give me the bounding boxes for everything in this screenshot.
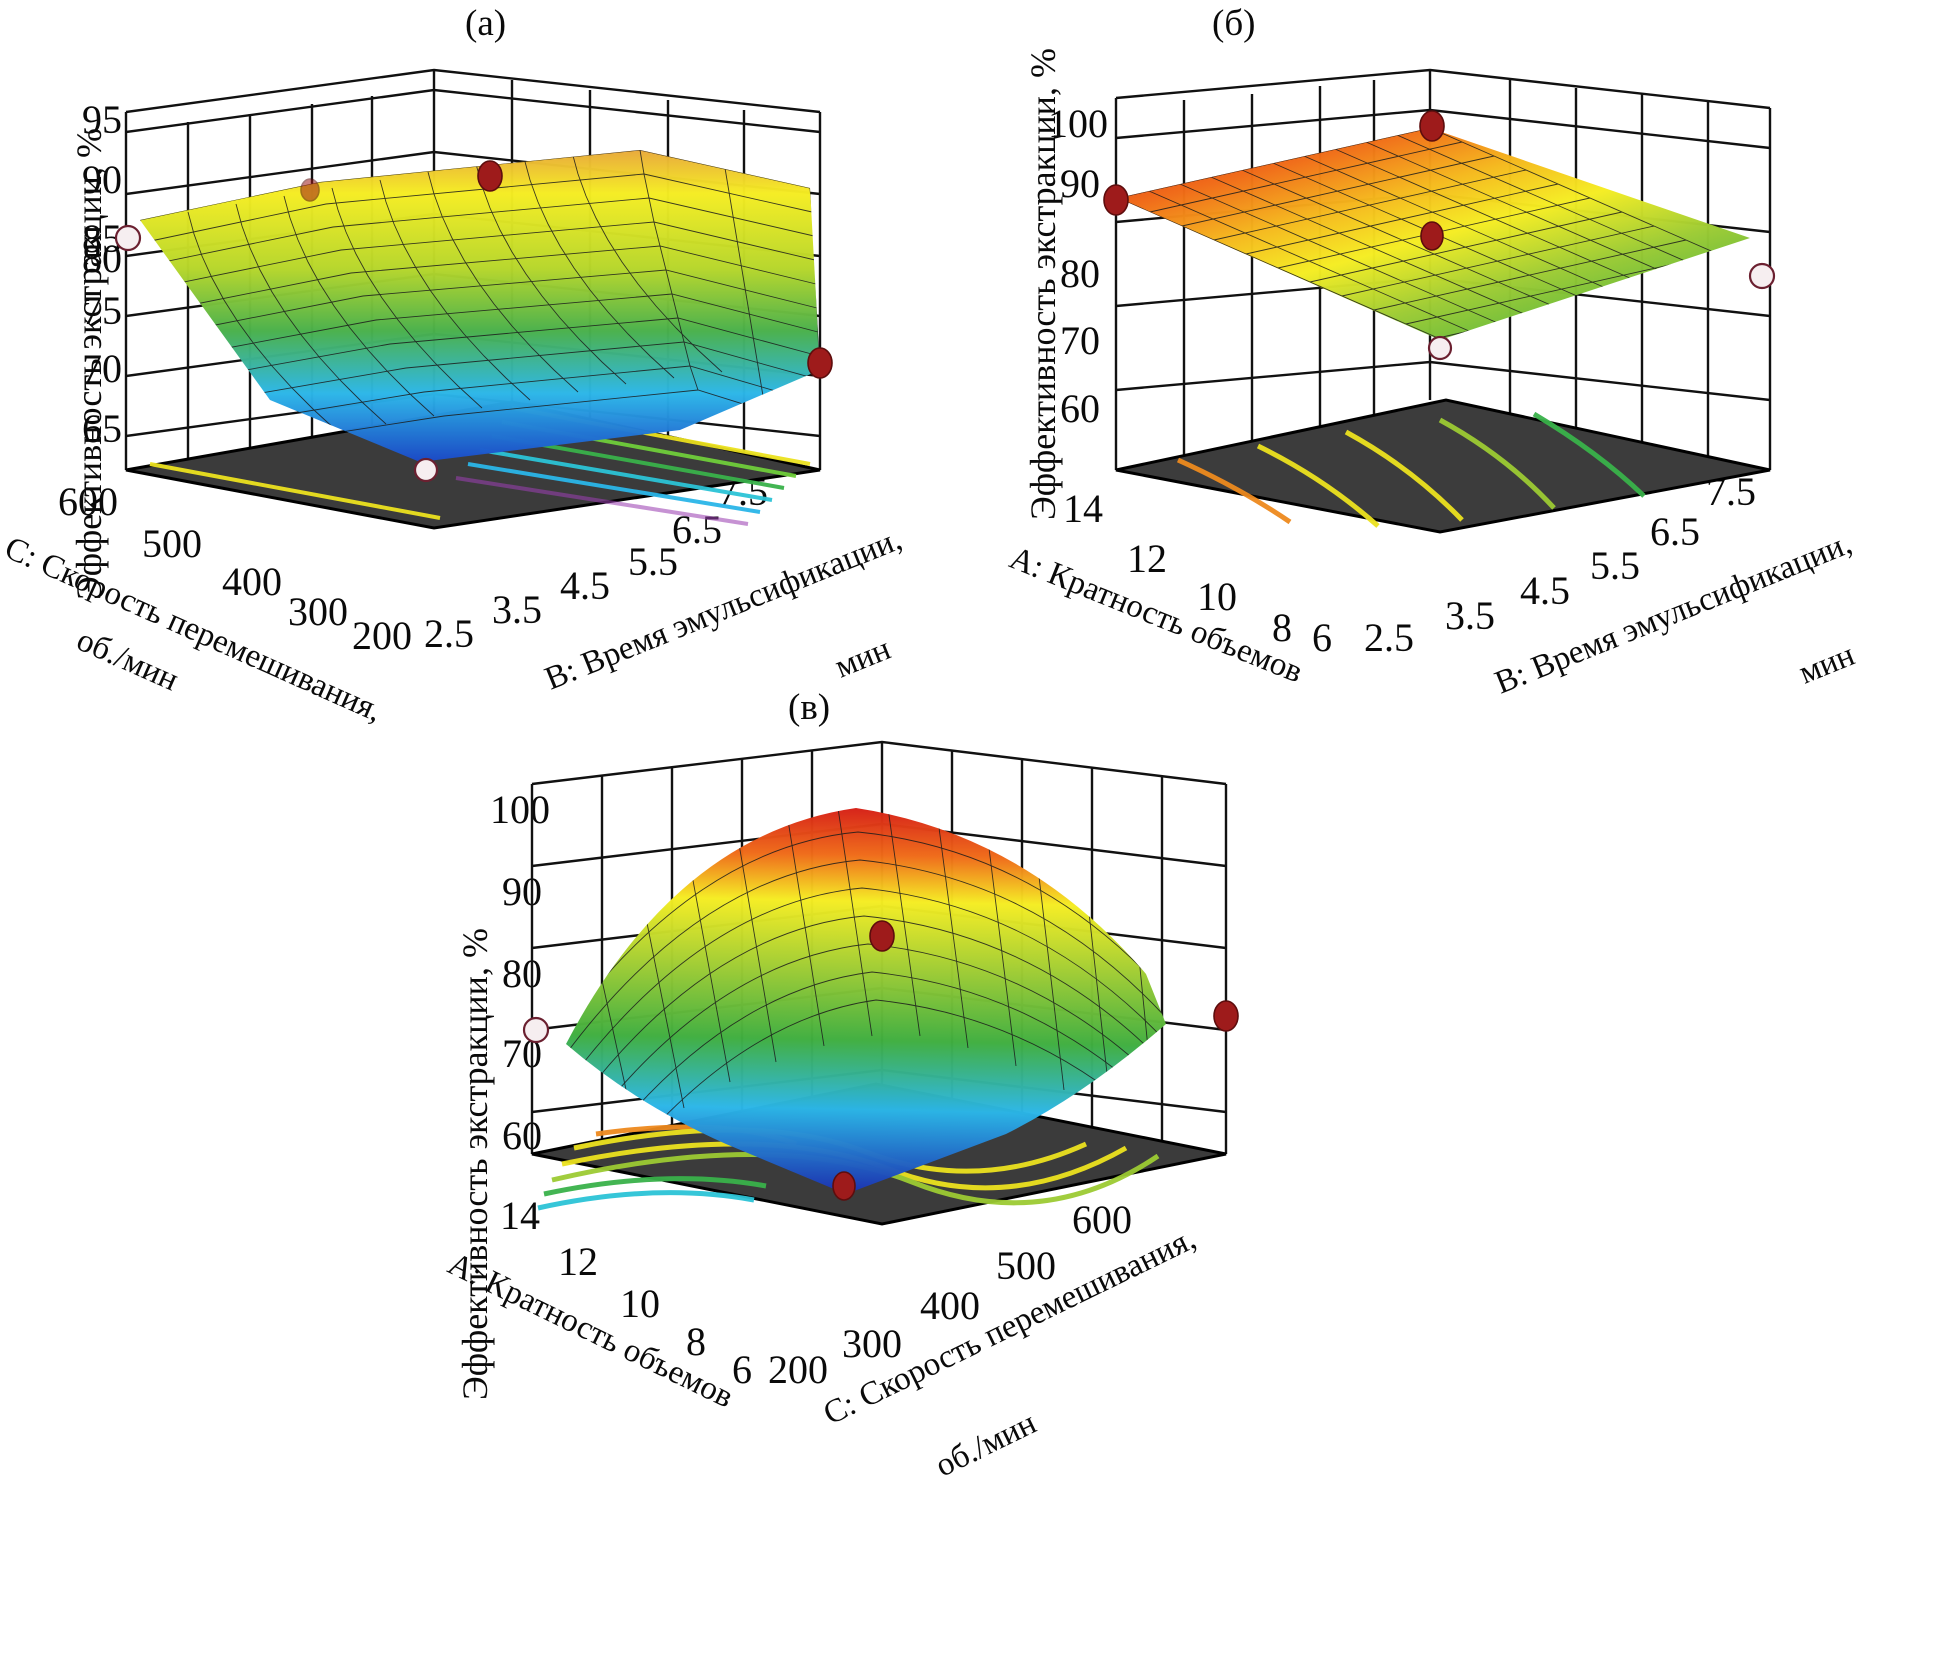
panel-v-ytick-400: 400 — [920, 1283, 980, 1328]
panel-b-ztick-4: 60 — [1060, 386, 1100, 431]
panel-b-design-point-center — [1420, 221, 1444, 251]
panel-b-ytick-5-5: 5.5 — [1590, 543, 1640, 588]
panel-a-ytick-2-5: 2.5 — [424, 611, 474, 656]
panel-a-ytick-5-5: 5.5 — [628, 539, 678, 584]
panel-v-plot — [522, 740, 1239, 1226]
panel-a-yaxis-caption-line2: мин — [830, 630, 896, 686]
panel-a-ytick-4-5: 4.5 — [560, 563, 610, 608]
panel-v: (в) Эффективность экстракции, % 100 90 8… — [430, 687, 1630, 1678]
panel-v-ytick-600: 600 — [1072, 1197, 1132, 1242]
panel-v-xtick-12: 12 — [558, 1239, 598, 1284]
panel-b-ytick-4-5: 4.5 — [1520, 568, 1570, 613]
panel-a-open-point-1 — [114, 224, 142, 252]
panel-a-surface — [140, 150, 820, 462]
panel-v-open-point-left — [522, 1016, 550, 1044]
panel-v-ytick-500: 500 — [996, 1243, 1056, 1288]
panel-a-design-point-1 — [477, 160, 503, 192]
panel-v-ytick-300: 300 — [842, 1321, 902, 1366]
panel-v-title: (в) — [788, 687, 831, 728]
panel-a-ztick-5: 70 — [82, 346, 122, 391]
panel-v-design-point-right — [1213, 1000, 1239, 1032]
panel-v-ztick-1: 90 — [502, 869, 542, 914]
panel-a-xtick-400: 400 — [222, 559, 282, 604]
panel-v-zaxis-label: Эффективность экстракции, % — [455, 928, 495, 1400]
panel-a-xtick-500: 500 — [142, 521, 202, 566]
panel-a-ztick-3: 80 — [82, 236, 122, 281]
panel-v-design-point-bottom — [832, 1171, 856, 1201]
panel-a-ytick-3-5: 3.5 — [492, 587, 542, 632]
panel-a: (а) Эффективность экстракции, % 95 90 85… — [0, 0, 960, 729]
panel-v-xtick-6: 6 — [732, 1347, 752, 1392]
panel-a-xtick-300: 300 — [288, 589, 348, 634]
panel-v-surface — [566, 808, 1166, 1194]
panel-b-ztick-2: 80 — [1060, 251, 1100, 296]
panel-a-plot — [114, 68, 833, 530]
panel-b-title: (б) — [1212, 3, 1256, 44]
panel-b-contour-floor — [1115, 398, 1771, 534]
panel-v-yaxis-caption-line2: об./мин — [930, 1405, 1042, 1485]
panel-a-xtick-600: 600 — [58, 479, 118, 524]
panel-v-xtick-10: 10 — [620, 1281, 660, 1326]
panel-b-ztick-1: 90 — [1060, 161, 1100, 206]
panel-v-ztick-4: 60 — [502, 1113, 542, 1158]
panel-v-ztick-0: 100 — [490, 787, 550, 832]
panel-a-ztick-1: 90 — [82, 157, 122, 202]
panel-v-ztick-2: 80 — [502, 951, 542, 996]
panel-v-design-point-center — [869, 920, 895, 952]
panel-b-xtick-14: 14 — [1063, 486, 1103, 531]
panel-b-open-point-front — [1427, 335, 1453, 361]
panel-b-ztick-3: 70 — [1060, 318, 1100, 363]
panel-b-plot — [1103, 68, 1776, 534]
panel-b-ztick-0: 100 — [1048, 101, 1108, 146]
panel-b-yaxis-caption-line2: мин — [1794, 636, 1860, 692]
panel-b-ytick-2-5: 2.5 — [1364, 615, 1414, 660]
panel-b-xtick-12: 12 — [1127, 536, 1167, 581]
panel-a-title: (а) — [465, 3, 507, 44]
panel-b-xtick-6: 6 — [1312, 615, 1332, 660]
panel-b-design-point-top — [1419, 110, 1445, 142]
panel-a-xtick-200: 200 — [352, 613, 412, 658]
panel-v-ytick-200: 200 — [768, 1347, 828, 1392]
panel-b-xtick-8: 8 — [1272, 605, 1292, 650]
panel-a-design-point-3 — [300, 178, 320, 202]
panel-v-xtick-8: 8 — [686, 1319, 706, 1364]
panel-a-ztick-6: 65 — [82, 406, 122, 451]
panel-b-open-point-right — [1748, 262, 1776, 290]
panel-a-ztick-0: 95 — [82, 97, 122, 142]
panel-v-xtick-14: 14 — [500, 1193, 540, 1238]
panel-a-design-point-2 — [807, 347, 833, 379]
panel-b-ytick-3-5: 3.5 — [1445, 593, 1495, 638]
panel-a-open-point-2 — [413, 457, 439, 483]
panel-b-design-point-left — [1103, 184, 1129, 216]
panel-a-ztick-4: 75 — [82, 288, 122, 333]
panel-b-xtick-10: 10 — [1197, 574, 1237, 619]
panel-b: (б) Эффективность экстракции, % 100 90 8… — [960, 0, 1938, 701]
panel-b-ytick-6-5: 6.5 — [1650, 509, 1700, 554]
